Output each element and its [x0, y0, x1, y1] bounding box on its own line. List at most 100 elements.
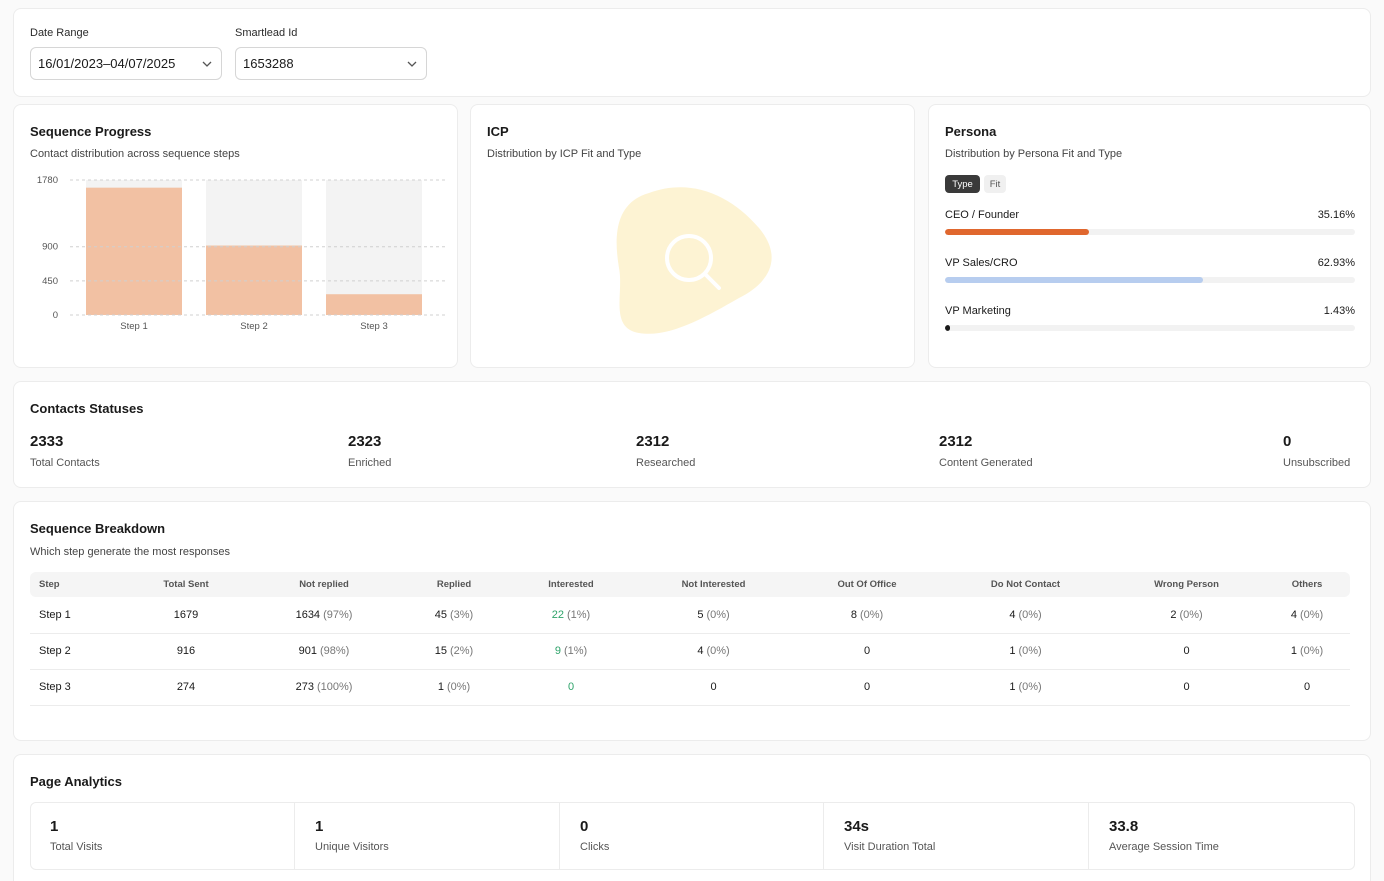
persona-bar-track: [945, 325, 1355, 331]
bar-track: [326, 180, 422, 315]
page-analytics-title: Page Analytics: [30, 774, 123, 789]
sequence-breakdown-table: Step Total Sent Not replied Replied Interest…: [30, 572, 1350, 706]
chevron-down-icon: [407, 61, 417, 67]
persona-subtitle: Distribution by Persona Fit and Type: [945, 148, 1123, 160]
icp-empty-state-illustration: [616, 187, 772, 334]
date-range-select[interactable]: 16/01/2023–04/07/2025: [30, 47, 222, 80]
table-cell: 0: [1109, 633, 1264, 670]
persona-bar-fill: [945, 229, 1090, 235]
persona-name: CEO / Founder: [945, 209, 1019, 221]
cell-percent: (97%): [323, 608, 353, 621]
contacts-statuses-card: Contacts Statuses 2333 Total Contacts 23…: [13, 381, 1371, 488]
sequence-progress-chart: Step 1 Step 2 Step 3 0 450 900 1780: [37, 175, 448, 332]
cell-value: 0: [863, 681, 871, 693]
y-tick-label: 1780: [37, 175, 58, 186]
persona-bar-track: [945, 277, 1355, 283]
table-cell: 4 (0%): [1264, 597, 1350, 634]
persona-tab-fit[interactable]: Fit: [984, 175, 1006, 193]
stat-value: 2333: [30, 433, 64, 450]
column-header: Not Interested: [635, 572, 792, 597]
cell-value: 0: [1183, 681, 1190, 693]
smartlead-id-select[interactable]: 1653288: [235, 47, 427, 80]
cell-percent: (3%): [450, 608, 474, 621]
y-tick-label: 450: [42, 276, 58, 287]
cell-value: 1: [1009, 645, 1016, 657]
cell-value: Step 2: [39, 645, 71, 657]
bar: [206, 245, 302, 315]
filters-card: Date Range 16/01/2023–04/07/2025 Smartle…: [13, 8, 1371, 97]
persona-card: Persona Distribution by Persona Fit and …: [928, 104, 1371, 368]
table-cell: 0: [1109, 669, 1264, 706]
page-analytics-stats: 1 Total Visits 1 Unique Visitors 0 Click…: [30, 755, 1355, 881]
table-row: Step 1 1679 1634 (97%) 45 (3%) 22 (1%) 5 (0%) 8 (0%…: [30, 597, 1350, 634]
analytics-stat: 1 Total Visits: [30, 802, 295, 870]
cell-value: 0: [863, 645, 871, 657]
table-cell: 0: [507, 669, 635, 706]
analytics-stats-frame: [30, 802, 1355, 870]
table-cell: 1679: [125, 597, 247, 634]
cell-value: 8: [850, 608, 857, 621]
stat-value: 0: [580, 818, 589, 835]
cell-percent: (100%): [316, 681, 353, 693]
cell-value: 9: [554, 645, 561, 657]
table-cell: 8 (0%): [792, 597, 942, 634]
analytics-stat: 33.8 Average Session Time: [1089, 802, 1354, 870]
table-cell: 5 (0%): [635, 597, 792, 634]
table-cell: Step 1: [30, 597, 125, 634]
cell-value: Step 1: [39, 608, 71, 621]
cell-percent: (0%): [706, 645, 730, 657]
cell-percent: (0%): [1018, 608, 1042, 621]
persona-bar-track: [945, 229, 1355, 235]
sequence-progress-subtitle: Contact distribution across sequence ste…: [30, 148, 240, 160]
analytics-stat: 34s Visit Duration Total: [824, 802, 1089, 870]
column-header: Do Not Contact: [942, 572, 1109, 597]
sequence-progress-title: Sequence Progress: [30, 124, 152, 139]
persona-percent: 62.93%: [1317, 257, 1355, 269]
y-tick-label: 0: [53, 310, 58, 321]
table-cell: 0: [792, 633, 942, 670]
column-header: Wrong Person: [1109, 572, 1264, 597]
cell-value: 274: [176, 681, 196, 693]
cell-percent: (0%): [859, 608, 884, 621]
empty-state-blob: [616, 187, 772, 334]
cell-value: 0: [567, 681, 575, 693]
column-header: Step: [30, 572, 125, 597]
bar: [326, 294, 422, 315]
cell-value: 1: [1290, 645, 1297, 657]
cell-percent: (98%): [320, 645, 350, 657]
table-cell: 916: [125, 633, 247, 670]
table-cell: 1 (0%): [942, 669, 1109, 706]
cell-value: 1: [437, 681, 444, 693]
table-cell: Step 3: [30, 669, 125, 706]
analytics-stat: 1 Unique Visitors: [295, 802, 560, 870]
chevron-down-icon: [202, 61, 212, 67]
cell-value: 2: [1170, 608, 1177, 621]
sequence-breakdown-subtitle: Which step generate the most responses: [30, 546, 230, 558]
page-analytics-card: Page Analytics 1 Total Visits 1 Unique V…: [13, 754, 1371, 881]
sequence-breakdown-title: Sequence Breakdown: [30, 521, 166, 536]
column-header: Others: [1264, 572, 1350, 597]
cell-value: 4: [697, 645, 704, 657]
cell-percent: (0%): [1299, 608, 1324, 621]
analytics-stat: 0 Clicks: [560, 802, 824, 870]
contacts-statuses-title: Contacts Statuses: [30, 401, 144, 416]
cell-value: 22: [551, 608, 564, 621]
cell-percent: (0%): [1179, 608, 1203, 621]
table-row: Step 3 274 273 (100%) 1 (0%) 0 0 0 1 (0%) 0 0: [30, 669, 1350, 706]
stat-label: Researched: [636, 457, 696, 469]
table-cell: 4 (0%): [942, 597, 1109, 634]
table-cell: 15 (2%): [401, 633, 507, 670]
y-tick-label: 900: [42, 242, 58, 253]
cell-value: 1634: [295, 608, 321, 621]
x-tick-label: Step 2: [240, 321, 267, 332]
cell-value: 5: [697, 608, 704, 621]
sequence-progress-card: Sequence Progress Contact distribution a…: [13, 104, 458, 368]
table-cell: 274: [125, 669, 247, 706]
column-header: Total Sent: [125, 572, 247, 597]
cell-value: 916: [176, 645, 196, 657]
persona-name: VP Sales/CRO: [945, 257, 1018, 269]
persona-title: Persona: [945, 124, 997, 139]
persona-tab-type[interactable]: Type: [945, 175, 980, 193]
search-icon: [665, 234, 721, 290]
table-cell: 1 (0%): [401, 669, 507, 706]
